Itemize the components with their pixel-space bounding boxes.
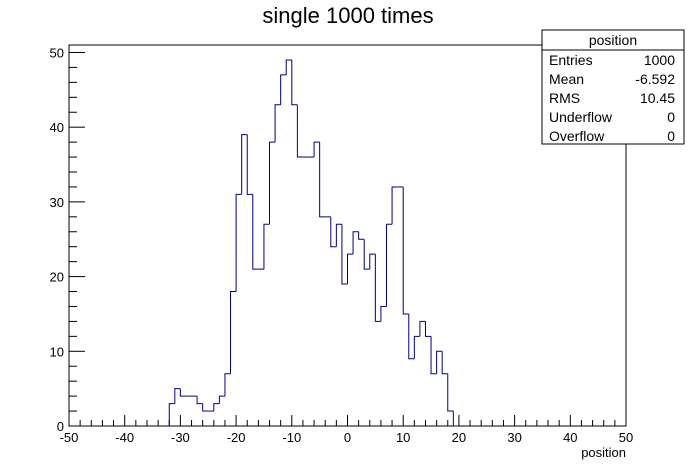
histogram-bin [358,231,365,240]
histogram-bin [269,141,276,225]
x-tick-label: -10 [282,430,301,445]
histogram-bin [369,253,376,270]
x-tick-label: -20 [227,430,246,445]
stat-label-entries: Entries [549,52,593,68]
histogram-bin [430,336,437,375]
histogram-series [168,59,459,427]
histogram-bin [263,223,270,270]
histogram-bin [213,403,220,412]
histogram-bin [224,373,231,397]
stats-box: position Entries 1000 Mean -6.592 RMS 10… [541,29,685,145]
histogram-bin [218,395,225,404]
histogram-bin [408,313,415,360]
y-tick-label: 0 [57,419,64,434]
x-tick-label: 0 [344,430,351,445]
histogram-bin [447,373,454,412]
x-tick-label: -50 [60,430,79,445]
stat-value-mean: -6.592 [635,71,675,87]
histogram-bin [347,253,354,285]
histogram-bin [252,194,259,270]
histogram-bin [391,186,398,225]
histogram-bin [280,74,287,105]
x-tick-label: 30 [507,430,521,445]
histogram-bin [374,254,381,322]
histogram-bin [402,186,409,315]
x-tick-label: -40 [115,430,134,445]
histogram-bin [168,403,175,426]
histogram-bin [174,388,181,404]
histogram-bin [413,335,420,359]
stat-value-overflow: 0 [667,128,675,144]
stats-box-frame [541,29,685,145]
stat-value-entries: 1000 [644,52,675,68]
histogram-bin [230,291,237,374]
histogram-bin [335,223,342,247]
histogram-bin [380,305,387,322]
y-tick-label: 30 [50,195,64,210]
stat-value-rms: 10.45 [640,90,675,106]
histogram-bin [352,231,359,255]
histogram-bin [179,388,186,397]
y-tick-label: 10 [50,344,64,359]
histogram-bin [319,142,326,218]
histogram-bin [202,403,209,412]
histogram-bin [330,216,337,248]
chart-title: single 1000 times [262,3,433,28]
stat-label-mean: Mean [549,71,584,87]
x-tick-label: 20 [452,430,466,445]
histogram-bin [363,239,370,270]
histogram-bin [385,223,393,307]
x-tick-label: -30 [171,430,190,445]
histogram-bin [452,411,459,427]
stat-value-underflow: 0 [667,109,675,125]
x-tick-label: 50 [619,430,633,445]
y-tick-label: 20 [50,270,64,285]
stats-box-title: position [589,32,637,48]
histogram-bin [424,321,432,337]
x-tick-label: 40 [563,430,577,445]
histogram-bin [419,320,426,337]
histogram-bin [285,59,292,75]
x-tick-label: 10 [396,430,410,445]
histogram-bin [313,141,320,158]
histogram-bin [296,104,303,158]
histogram-bin [291,59,298,106]
y-tick-label: 50 [50,45,64,60]
histogram-bin [441,351,448,375]
x-axis-title: position [581,445,626,460]
histogram-bin [246,134,253,195]
y-axis: 0 10 20 30 40 50 [50,45,85,434]
histogram-bin [436,350,443,374]
stat-label-underflow: Underflow [549,109,613,125]
x-axis: -50 -40 -30 -20 -10 0 10 20 30 40 50 [60,415,633,445]
stat-label-overflow: Overflow [549,128,605,144]
histogram-bin [341,224,348,285]
histogram-bin [274,104,281,143]
y-tick-label: 40 [50,120,64,135]
histogram-bin [241,134,248,195]
histogram-bin [196,396,203,405]
histogram-bin [235,193,242,292]
stat-label-rms: RMS [549,90,580,106]
